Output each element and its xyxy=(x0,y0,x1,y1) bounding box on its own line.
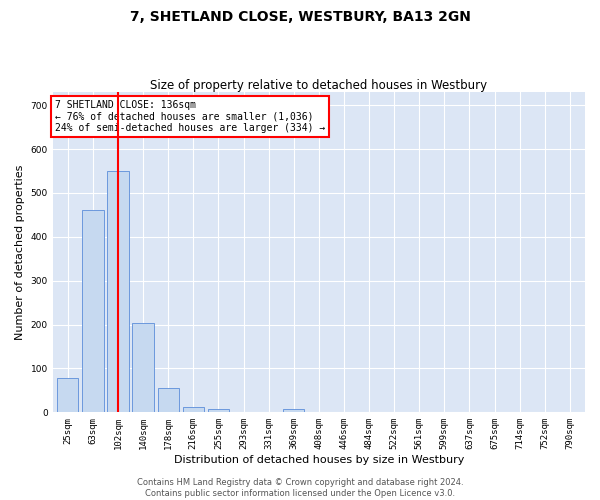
Y-axis label: Number of detached properties: Number of detached properties xyxy=(15,164,25,340)
Text: 7, SHETLAND CLOSE, WESTBURY, BA13 2GN: 7, SHETLAND CLOSE, WESTBURY, BA13 2GN xyxy=(130,10,470,24)
Bar xyxy=(208,410,229,412)
Bar xyxy=(283,409,304,412)
X-axis label: Distribution of detached houses by size in Westbury: Distribution of detached houses by size … xyxy=(173,455,464,465)
Bar xyxy=(133,324,154,412)
Title: Size of property relative to detached houses in Westbury: Size of property relative to detached ho… xyxy=(150,79,487,92)
Bar xyxy=(82,210,104,412)
Bar xyxy=(57,378,79,412)
Text: 7 SHETLAND CLOSE: 136sqm
← 76% of detached houses are smaller (1,036)
24% of sem: 7 SHETLAND CLOSE: 136sqm ← 76% of detach… xyxy=(55,100,326,133)
Bar xyxy=(107,171,128,412)
Bar xyxy=(158,388,179,412)
Text: Contains HM Land Registry data © Crown copyright and database right 2024.
Contai: Contains HM Land Registry data © Crown c… xyxy=(137,478,463,498)
Bar xyxy=(182,406,204,412)
